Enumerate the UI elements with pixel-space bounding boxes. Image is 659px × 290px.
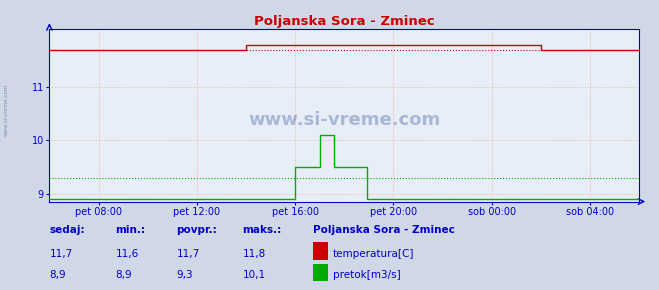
Text: 8,9: 8,9 — [49, 270, 66, 280]
Text: Poljanska Sora - Zminec: Poljanska Sora - Zminec — [313, 225, 455, 235]
Text: 11,7: 11,7 — [49, 249, 72, 259]
Text: www.si-vreme.com: www.si-vreme.com — [248, 111, 440, 129]
Text: temperatura[C]: temperatura[C] — [333, 249, 415, 259]
Text: povpr.:: povpr.: — [177, 225, 217, 235]
Text: 8,9: 8,9 — [115, 270, 132, 280]
Text: pretok[m3/s]: pretok[m3/s] — [333, 270, 401, 280]
Text: sedaj:: sedaj: — [49, 225, 85, 235]
Text: 11,6: 11,6 — [115, 249, 138, 259]
Text: min.:: min.: — [115, 225, 146, 235]
Text: 11,7: 11,7 — [177, 249, 200, 259]
Text: 11,8: 11,8 — [243, 249, 266, 259]
Text: maks.:: maks.: — [243, 225, 282, 235]
Text: 9,3: 9,3 — [177, 270, 193, 280]
Title: Poljanska Sora - Zminec: Poljanska Sora - Zminec — [254, 15, 435, 28]
Text: 10,1: 10,1 — [243, 270, 266, 280]
Text: www.si-vreme.com: www.si-vreme.com — [4, 84, 9, 136]
